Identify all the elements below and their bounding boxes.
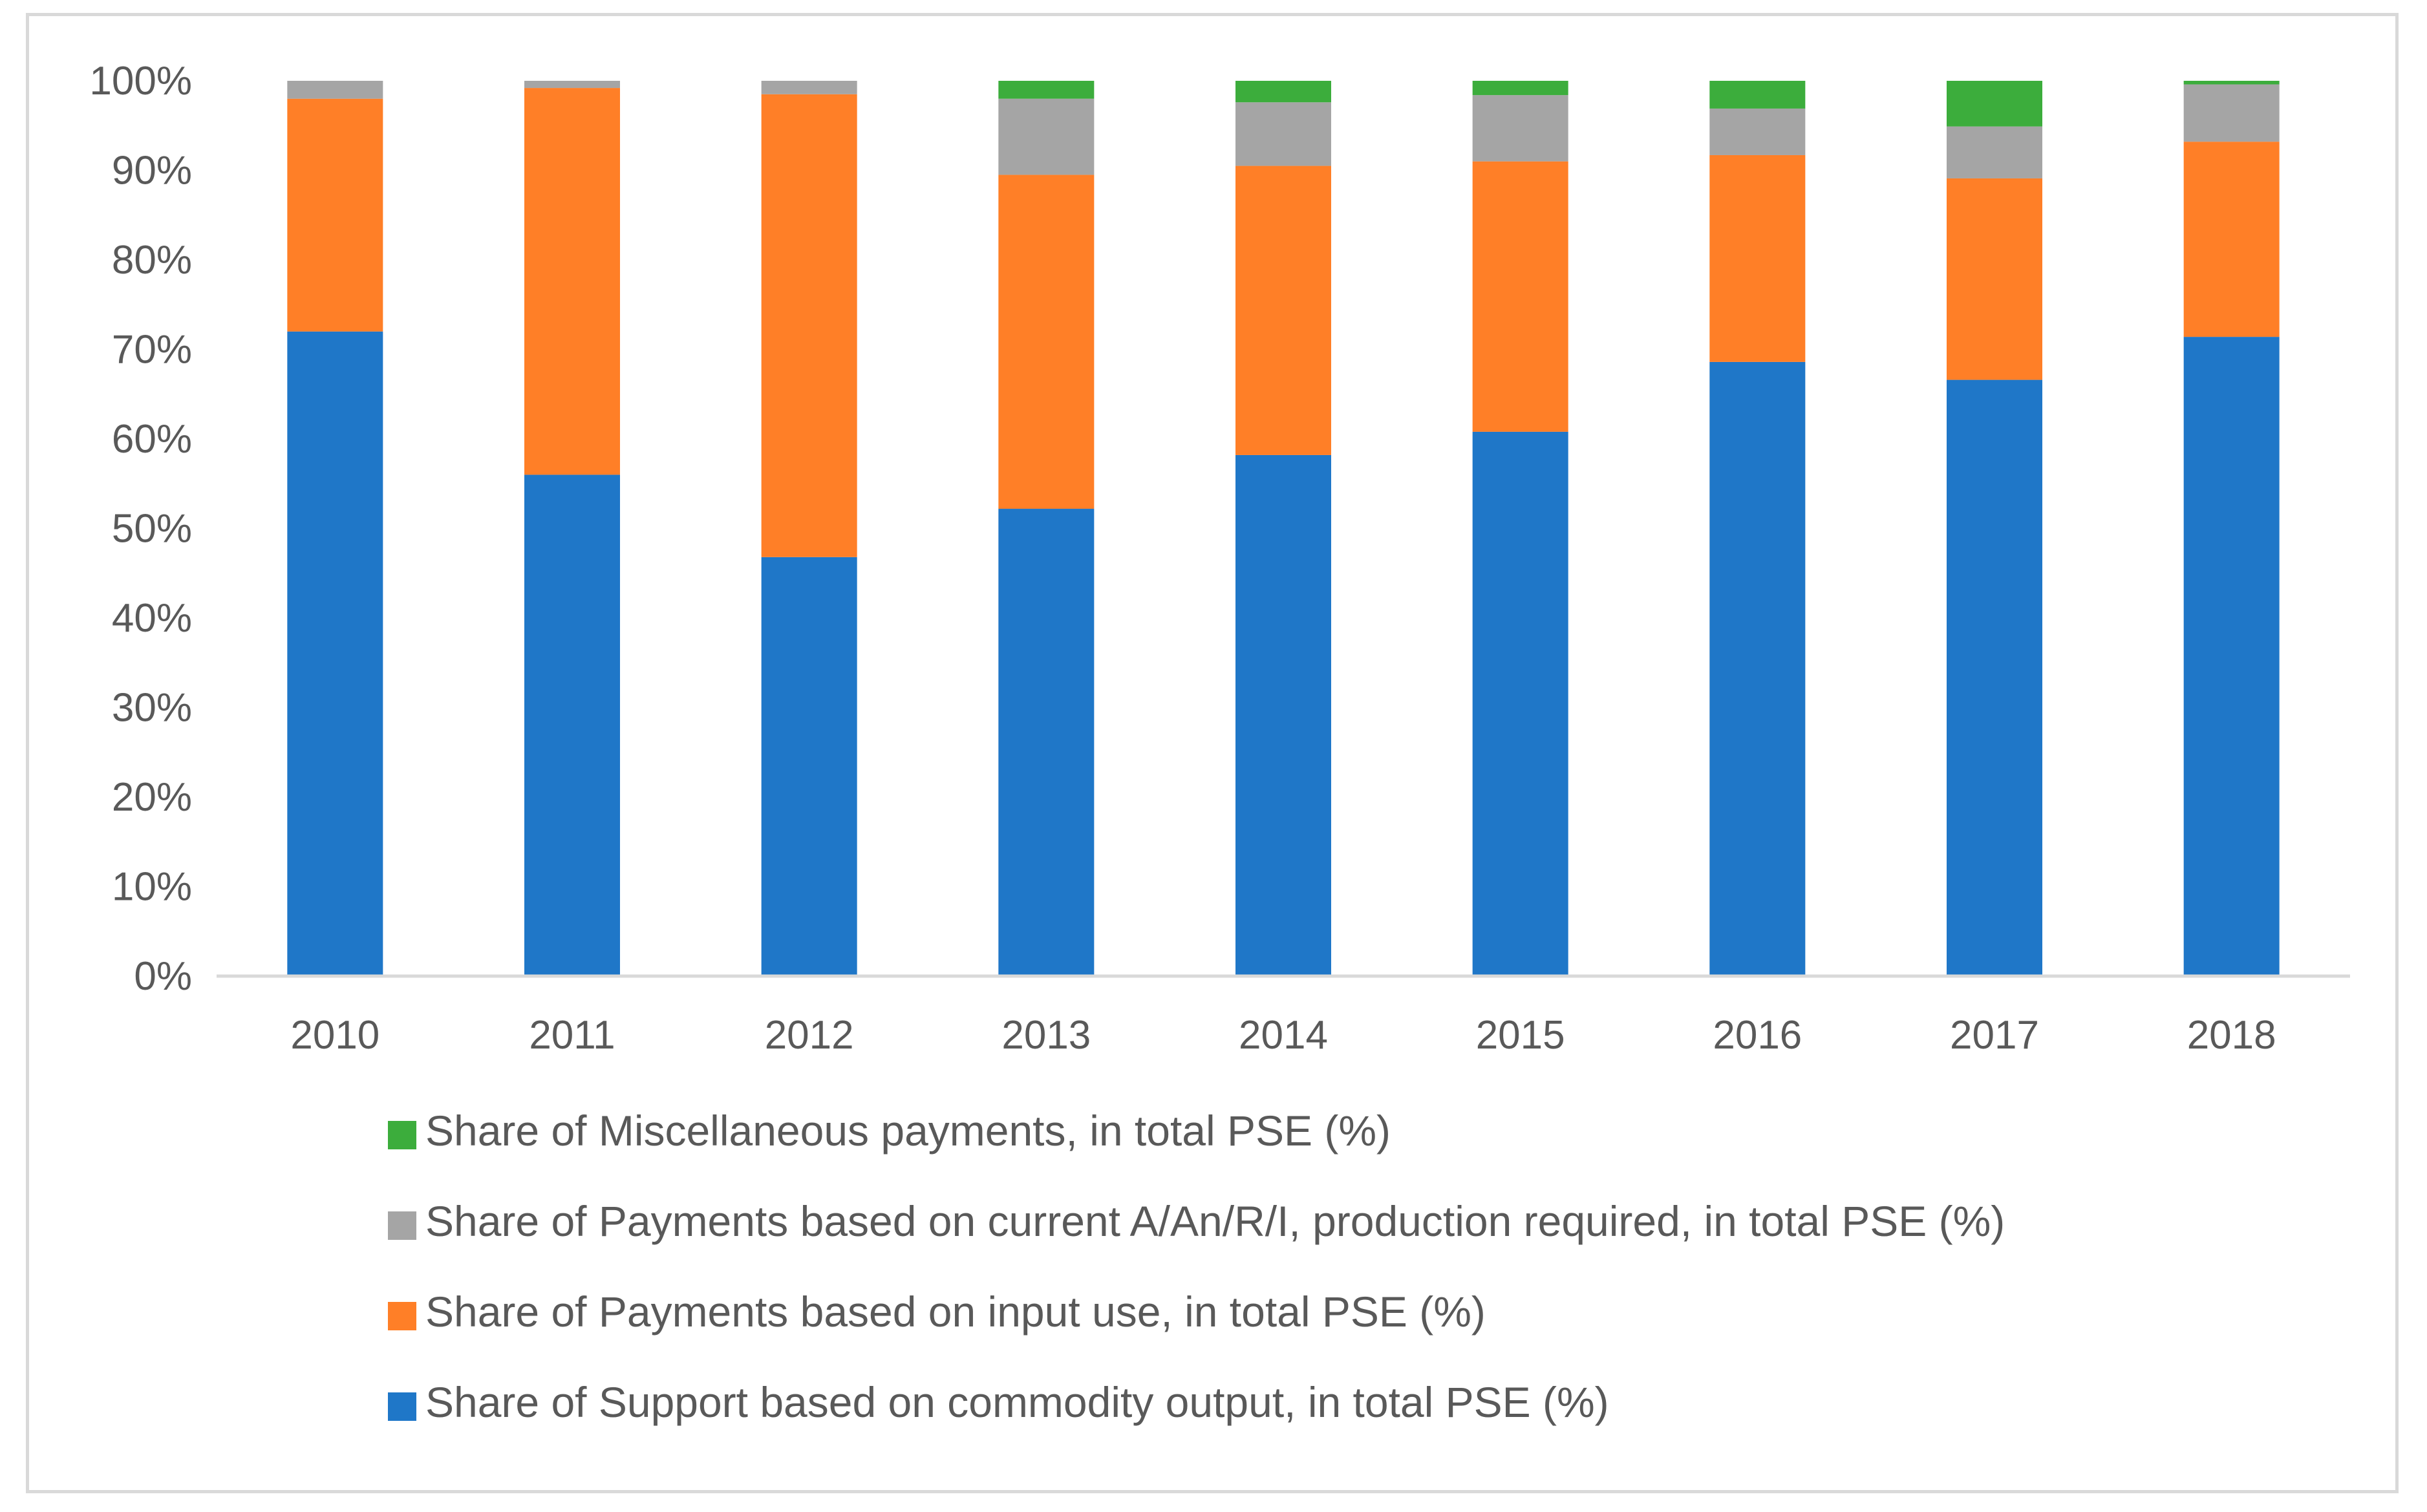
stacked-bar-chart: 0%10%20%30%40%50%60%70%80%90%100% 2010 20… bbox=[89, 59, 2350, 1426]
bar-segment-2018-series-1 bbox=[2183, 142, 2280, 337]
bar-segment-2011-series-1 bbox=[524, 88, 620, 475]
y-tick-label: 80% bbox=[112, 238, 192, 282]
legend-swatch-series-3 bbox=[388, 1121, 416, 1149]
y-tick-label: 100% bbox=[89, 59, 192, 103]
bar-segment-2014-series-0 bbox=[1235, 454, 1331, 976]
x-tick-label-2015: 2015 bbox=[1476, 1013, 1565, 1058]
x-axis: 2010 2011 2012 2013 2014 2015 2016 2017 2018 bbox=[217, 974, 2350, 1058]
y-tick-label: 40% bbox=[112, 596, 192, 641]
y-tick-label: 90% bbox=[112, 149, 192, 193]
bar-segment-2011-series-2 bbox=[524, 81, 620, 89]
legend-label-series-3: Share of Miscellaneous payments, in tota… bbox=[425, 1107, 1391, 1155]
bar-segment-2010-series-0 bbox=[287, 331, 383, 976]
bar-segment-2016-series-3 bbox=[1709, 81, 1806, 109]
x-tick-label-2016: 2016 bbox=[1713, 1013, 1802, 1058]
x-tick-label-2012: 2012 bbox=[765, 1013, 854, 1058]
bar-segment-2015-series-0 bbox=[1472, 431, 1568, 976]
bar-segment-2010-series-1 bbox=[287, 98, 383, 332]
bar-segment-2017-series-1 bbox=[1947, 178, 2042, 380]
x-tick-label-2017: 2017 bbox=[1950, 1013, 2039, 1058]
legend-swatch-series-0 bbox=[388, 1392, 416, 1421]
bar-segment-2014-series-3 bbox=[1235, 81, 1331, 103]
y-tick-label: 0% bbox=[134, 954, 192, 999]
y-axis: 0% 10% 20% 30% 40% 50% 60% 70% 80% 90% 100% bbox=[89, 59, 192, 999]
y-tick-label: 60% bbox=[112, 417, 192, 462]
y-tick-label: 20% bbox=[112, 775, 192, 820]
bar-segment-2016-series-1 bbox=[1709, 154, 1806, 362]
bar-segment-2017-series-0 bbox=[1947, 379, 2042, 976]
bar-segment-2012-series-2 bbox=[761, 81, 857, 94]
x-tick-label-2018: 2018 bbox=[2187, 1013, 2276, 1058]
x-tick-label-2011: 2011 bbox=[529, 1013, 615, 1058]
bar-segment-2014-series-2 bbox=[1235, 102, 1331, 166]
bar-segment-2015-series-2 bbox=[1472, 95, 1568, 162]
bar-segment-2013-series-2 bbox=[998, 98, 1095, 175]
bar-segment-2015-series-1 bbox=[1472, 161, 1568, 432]
chart-frame: 0% 10% 20% 30% 40% 50% 60% 70% 80% 90% 100% 2010 20… bbox=[26, 13, 2399, 1493]
bars bbox=[287, 81, 2280, 976]
bar-segment-2013-series-3 bbox=[998, 81, 1095, 99]
bar-segment-2012-series-0 bbox=[761, 557, 857, 976]
legend-swatch-series-2 bbox=[388, 1211, 416, 1240]
bar-segment-2013-series-0 bbox=[998, 509, 1095, 976]
y-tick-label: 50% bbox=[112, 507, 192, 551]
bar-segment-2010-series-2 bbox=[287, 81, 383, 99]
bar-segment-2015-series-3 bbox=[1472, 81, 1568, 96]
y-tick-label: 30% bbox=[112, 686, 192, 730]
legend: Share of Miscellaneous payments, in tota… bbox=[388, 1107, 2005, 1426]
bar-segment-2012-series-1 bbox=[761, 94, 857, 557]
bar-segment-2017-series-3 bbox=[1947, 81, 2042, 127]
x-tick-label-2013: 2013 bbox=[1001, 1013, 1091, 1058]
bar-segment-2017-series-2 bbox=[1947, 126, 2042, 178]
legend-swatch-series-1 bbox=[388, 1302, 416, 1330]
bar-segment-2013-series-1 bbox=[998, 175, 1095, 509]
x-tick-label-2014: 2014 bbox=[1239, 1013, 1328, 1058]
bar-segment-2011-series-0 bbox=[524, 474, 620, 976]
y-tick-label: 10% bbox=[112, 865, 192, 910]
legend-label-series-1: Share of Payments based on input use, in… bbox=[425, 1288, 1486, 1336]
bar-segment-2016-series-0 bbox=[1709, 361, 1806, 976]
x-tick-label-2010: 2010 bbox=[290, 1013, 380, 1058]
bar-segment-2016-series-2 bbox=[1709, 108, 1806, 155]
bar-segment-2018-series-2 bbox=[2183, 84, 2280, 142]
bar-segment-2014-series-1 bbox=[1235, 165, 1331, 455]
y-tick-label: 70% bbox=[112, 328, 192, 372]
legend-label-series-0: Share of Support based on commodity outp… bbox=[425, 1378, 1609, 1426]
legend-label-series-2: Share of Payments based on current A/An/… bbox=[425, 1197, 2005, 1245]
bar-segment-2018-series-3 bbox=[2183, 81, 2280, 85]
bar-segment-2018-series-0 bbox=[2183, 337, 2280, 976]
